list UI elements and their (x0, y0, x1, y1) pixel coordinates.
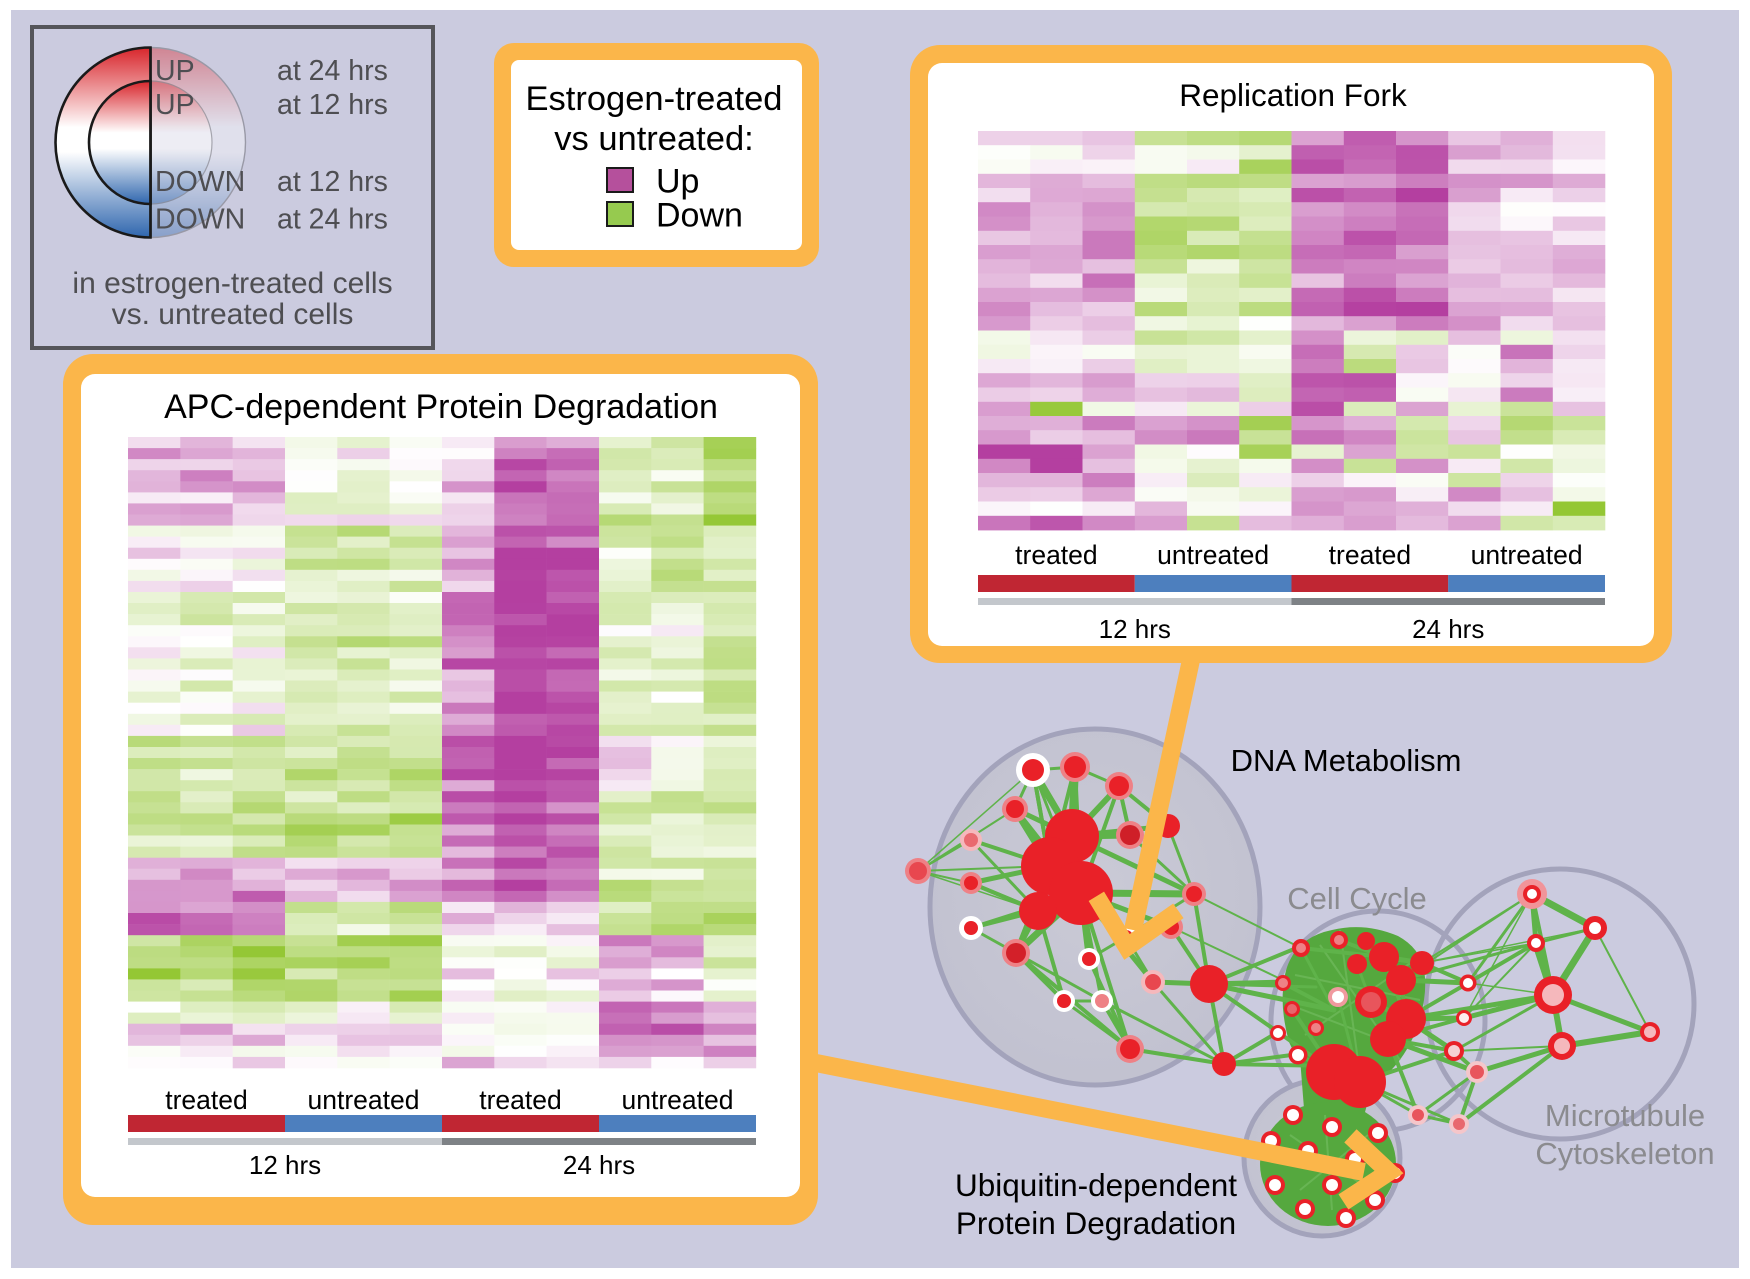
svg-text:Microtubule: Microtubule (1545, 1098, 1705, 1133)
svg-text:DOWN: DOWN (155, 204, 245, 236)
svg-text:treated: treated (1015, 540, 1098, 570)
svg-text:untreated: untreated (622, 1085, 734, 1115)
svg-text:at 12 hrs: at 12 hrs (277, 166, 388, 198)
svg-text:24 hrs: 24 hrs (563, 1150, 635, 1180)
svg-text:in estrogen-treated cells: in estrogen-treated cells (72, 267, 392, 300)
svg-text:DOWN: DOWN (155, 166, 245, 198)
svg-text:untreated: untreated (308, 1085, 420, 1115)
svg-text:treated: treated (479, 1085, 562, 1115)
svg-text:UP: UP (155, 89, 195, 121)
svg-text:DNA Metabolism: DNA Metabolism (1231, 743, 1462, 778)
svg-text:12 hrs: 12 hrs (249, 1150, 321, 1180)
svg-text:at 24 hrs: at 24 hrs (277, 204, 388, 236)
svg-text:vs untreated:: vs untreated: (554, 120, 753, 158)
svg-text:12 hrs: 12 hrs (1099, 614, 1171, 644)
svg-text:Estrogen-treated: Estrogen-treated (526, 80, 783, 118)
svg-text:treated: treated (165, 1085, 248, 1115)
svg-text:Ubiquitin-dependent: Ubiquitin-dependent (955, 1167, 1237, 1203)
svg-text:Replication Fork: Replication Fork (1179, 77, 1407, 113)
svg-text:24 hrs: 24 hrs (1412, 614, 1484, 644)
svg-text:untreated: untreated (1471, 540, 1583, 570)
svg-text:treated: treated (1329, 540, 1412, 570)
svg-text:APC-dependent Protein Degradat: APC-dependent Protein Degradation (164, 388, 718, 426)
svg-text:Down: Down (656, 197, 743, 235)
svg-text:UP: UP (155, 55, 195, 87)
svg-text:Cytoskeleton: Cytoskeleton (1535, 1136, 1714, 1171)
svg-text:Cell Cycle: Cell Cycle (1287, 881, 1427, 916)
svg-text:at 24 hrs: at 24 hrs (277, 55, 388, 87)
svg-text:Protein Degradation: Protein Degradation (956, 1205, 1236, 1241)
svg-text:at 12 hrs: at 12 hrs (277, 89, 388, 121)
svg-text:vs. untreated cells: vs. untreated cells (112, 298, 354, 331)
svg-text:untreated: untreated (1157, 540, 1269, 570)
svg-text:Up: Up (656, 163, 699, 201)
